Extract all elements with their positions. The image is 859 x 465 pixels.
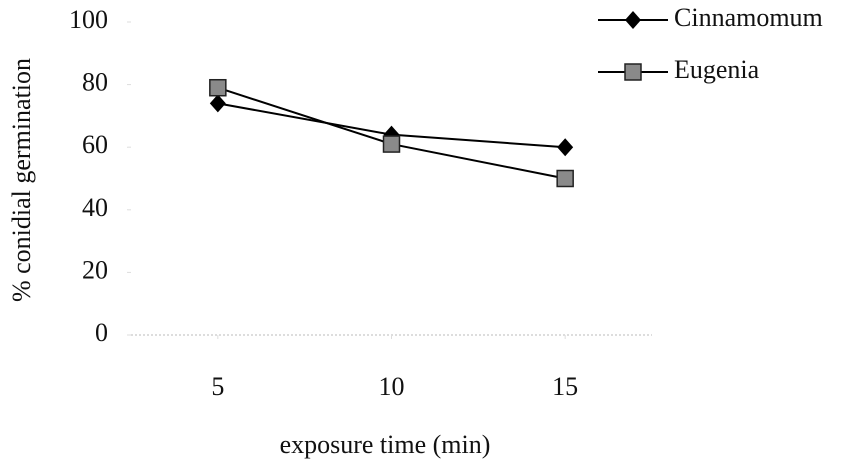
legend-marker xyxy=(625,11,641,29)
y-tick-label: 40 xyxy=(82,193,108,222)
diamond-marker xyxy=(209,94,226,113)
y-axis-title: % conidial germination xyxy=(7,58,36,302)
square-marker xyxy=(556,169,574,188)
square-marker xyxy=(209,78,227,97)
x-tick-label: 10 xyxy=(379,372,405,401)
x-axis-title: exposure time (min) xyxy=(280,430,491,459)
legend-label: Cinnamomum xyxy=(674,3,823,32)
x-tick-label: 5 xyxy=(211,372,224,401)
y-tick-label: 60 xyxy=(82,130,108,159)
y-tick-label: 20 xyxy=(82,255,108,284)
y-tick-label: 100 xyxy=(69,5,108,34)
y-tick-label: 80 xyxy=(82,68,108,97)
y-tick-label: 0 xyxy=(95,318,108,347)
legend-label: Eugenia xyxy=(674,55,760,84)
legend-marker xyxy=(624,63,642,81)
square-marker xyxy=(382,135,401,153)
diamond-marker xyxy=(557,138,574,157)
x-tick-label: 15 xyxy=(552,372,578,401)
